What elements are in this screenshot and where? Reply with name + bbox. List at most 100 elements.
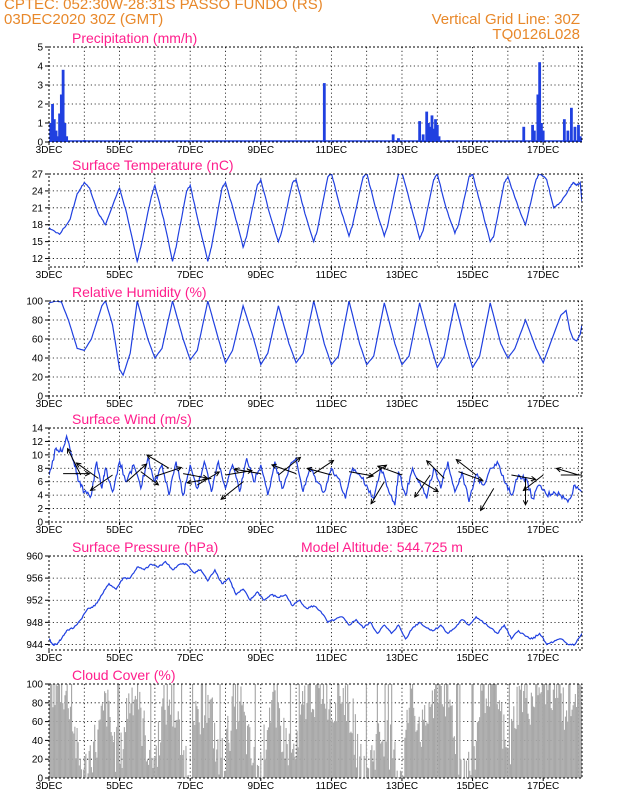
cloud-cover-bar bbox=[308, 684, 310, 778]
cloud-cover-bar bbox=[50, 684, 52, 778]
cloud-cover-bar bbox=[106, 726, 108, 778]
cloud-cover-bar bbox=[545, 704, 547, 778]
cloud-cover-bar bbox=[559, 684, 561, 778]
y-tick-label: 1 bbox=[37, 119, 43, 130]
cloud-cover-bar bbox=[458, 774, 460, 778]
wind-vector-head bbox=[455, 458, 462, 465]
y-tick-label: 15 bbox=[32, 237, 44, 248]
cloud-cover-bar bbox=[271, 700, 273, 778]
cloud-cover-bar bbox=[72, 731, 74, 778]
precip-bar bbox=[418, 121, 422, 142]
cloud-cover-bar bbox=[200, 684, 202, 778]
cloud-cover-bar bbox=[370, 750, 372, 778]
cloud-cover-bar bbox=[54, 705, 56, 778]
cloud-cover-bar bbox=[135, 699, 138, 778]
cloud-cover-bar bbox=[104, 691, 106, 778]
cloud-cover-bar bbox=[548, 684, 550, 778]
cloud-cover-bar bbox=[368, 768, 370, 778]
wind-vector bbox=[234, 468, 261, 475]
wind-vector-head bbox=[522, 485, 529, 492]
x-tick-label: 15DEC bbox=[456, 145, 488, 156]
cloud-cover-bar bbox=[494, 684, 496, 778]
x-tick-label: 9DEC bbox=[247, 781, 274, 792]
cloud-cover-bar bbox=[127, 718, 129, 778]
wind-vector-head bbox=[186, 479, 193, 485]
cloud-cover-bar bbox=[457, 684, 459, 778]
cloud-cover-bar bbox=[283, 717, 285, 778]
cloud-cover-bar bbox=[402, 775, 404, 778]
cloud-cover-bar bbox=[276, 684, 278, 778]
wind-vector bbox=[183, 473, 208, 479]
cloud-cover-bar bbox=[574, 694, 576, 778]
cloud-cover-bar bbox=[297, 747, 299, 778]
cloud-cover-bar bbox=[101, 703, 103, 778]
cloud-cover-bar bbox=[318, 688, 320, 778]
cloud-cover-bar bbox=[162, 698, 164, 778]
cloud-cover-bar bbox=[432, 718, 435, 778]
panel-title: Surface Pressure (hPa) bbox=[72, 539, 218, 555]
cloud-cover-bar bbox=[504, 739, 506, 778]
precip-bar bbox=[322, 83, 326, 142]
cloud-cover-bar bbox=[329, 698, 331, 778]
cloud-cover-bar bbox=[516, 686, 518, 778]
x-tick-label: 7DEC bbox=[177, 399, 204, 410]
cloud-cover-bar bbox=[473, 746, 475, 778]
cloud-cover-bar bbox=[529, 724, 531, 778]
cloud-cover-bar bbox=[275, 727, 277, 778]
cloud-cover-bar bbox=[342, 688, 344, 778]
cloud-cover-bar bbox=[453, 736, 455, 778]
cloud-cover-bar bbox=[79, 759, 81, 778]
cloud-cover-bar bbox=[553, 684, 556, 778]
cloud-cover-bar bbox=[495, 684, 497, 778]
cloud-cover-bar bbox=[73, 733, 75, 778]
cloud-cover-bar bbox=[480, 684, 482, 778]
cloud-cover-bar bbox=[112, 741, 114, 778]
cloud-cover-bar bbox=[572, 705, 574, 778]
y-tick-label: 2 bbox=[37, 504, 43, 515]
cloud-cover-bar bbox=[460, 759, 462, 778]
cloud-cover-bar bbox=[244, 715, 246, 778]
wind-vector-head bbox=[176, 466, 183, 472]
cloud-cover-bar bbox=[393, 749, 395, 778]
wind-vector-head bbox=[141, 463, 148, 469]
wind-vector-head bbox=[270, 463, 277, 469]
wind-vector bbox=[414, 474, 431, 498]
cloud-cover-bar bbox=[274, 690, 276, 778]
cloud-cover-bar bbox=[126, 698, 128, 778]
precip-bar bbox=[566, 130, 570, 142]
cloud-cover-bar bbox=[149, 749, 151, 778]
cloud-cover-bar bbox=[407, 723, 409, 778]
cloud-cover-bar bbox=[76, 728, 78, 778]
cloud-cover-bar bbox=[292, 749, 294, 778]
cloud-cover-bar bbox=[415, 731, 417, 778]
precip-bar bbox=[578, 136, 582, 142]
cloud-cover-bar bbox=[306, 703, 308, 778]
y-tick-label: 20 bbox=[32, 755, 44, 766]
x-tick-label: 5DEC bbox=[106, 653, 133, 664]
x-tick-label: 3DEC bbox=[36, 145, 63, 156]
cloud-cover-bar bbox=[296, 730, 298, 778]
cloud-cover-bar bbox=[122, 749, 124, 778]
cloud-cover-bar bbox=[282, 751, 284, 778]
cloud-cover-bar bbox=[355, 767, 358, 778]
y-tick-label: 6 bbox=[37, 477, 43, 488]
y-tick-label: 944 bbox=[26, 640, 43, 651]
cloud-cover-bar bbox=[208, 718, 210, 778]
y-tick-label: 18 bbox=[32, 220, 44, 231]
cloud-cover-bar bbox=[335, 702, 337, 778]
cloud-cover-bar bbox=[578, 684, 580, 778]
wind-vector bbox=[187, 477, 212, 484]
cloud-cover-bar bbox=[62, 703, 64, 778]
panel-title: Relative Humidity (%) bbox=[72, 284, 207, 300]
cloud-cover-bar bbox=[469, 770, 471, 778]
cloud-cover-bar bbox=[546, 684, 548, 778]
x-tick-label: 17DEC bbox=[527, 270, 559, 281]
wind-vector-head bbox=[433, 487, 440, 493]
cloud-cover-bar bbox=[380, 743, 382, 778]
x-tick-label: 3DEC bbox=[36, 270, 63, 281]
wind-vector-head bbox=[202, 474, 209, 480]
x-tick-label: 15DEC bbox=[456, 399, 488, 410]
y-tick-label: 2 bbox=[37, 100, 43, 111]
precip-bar bbox=[425, 111, 429, 142]
cloud-cover-bar bbox=[265, 749, 267, 778]
